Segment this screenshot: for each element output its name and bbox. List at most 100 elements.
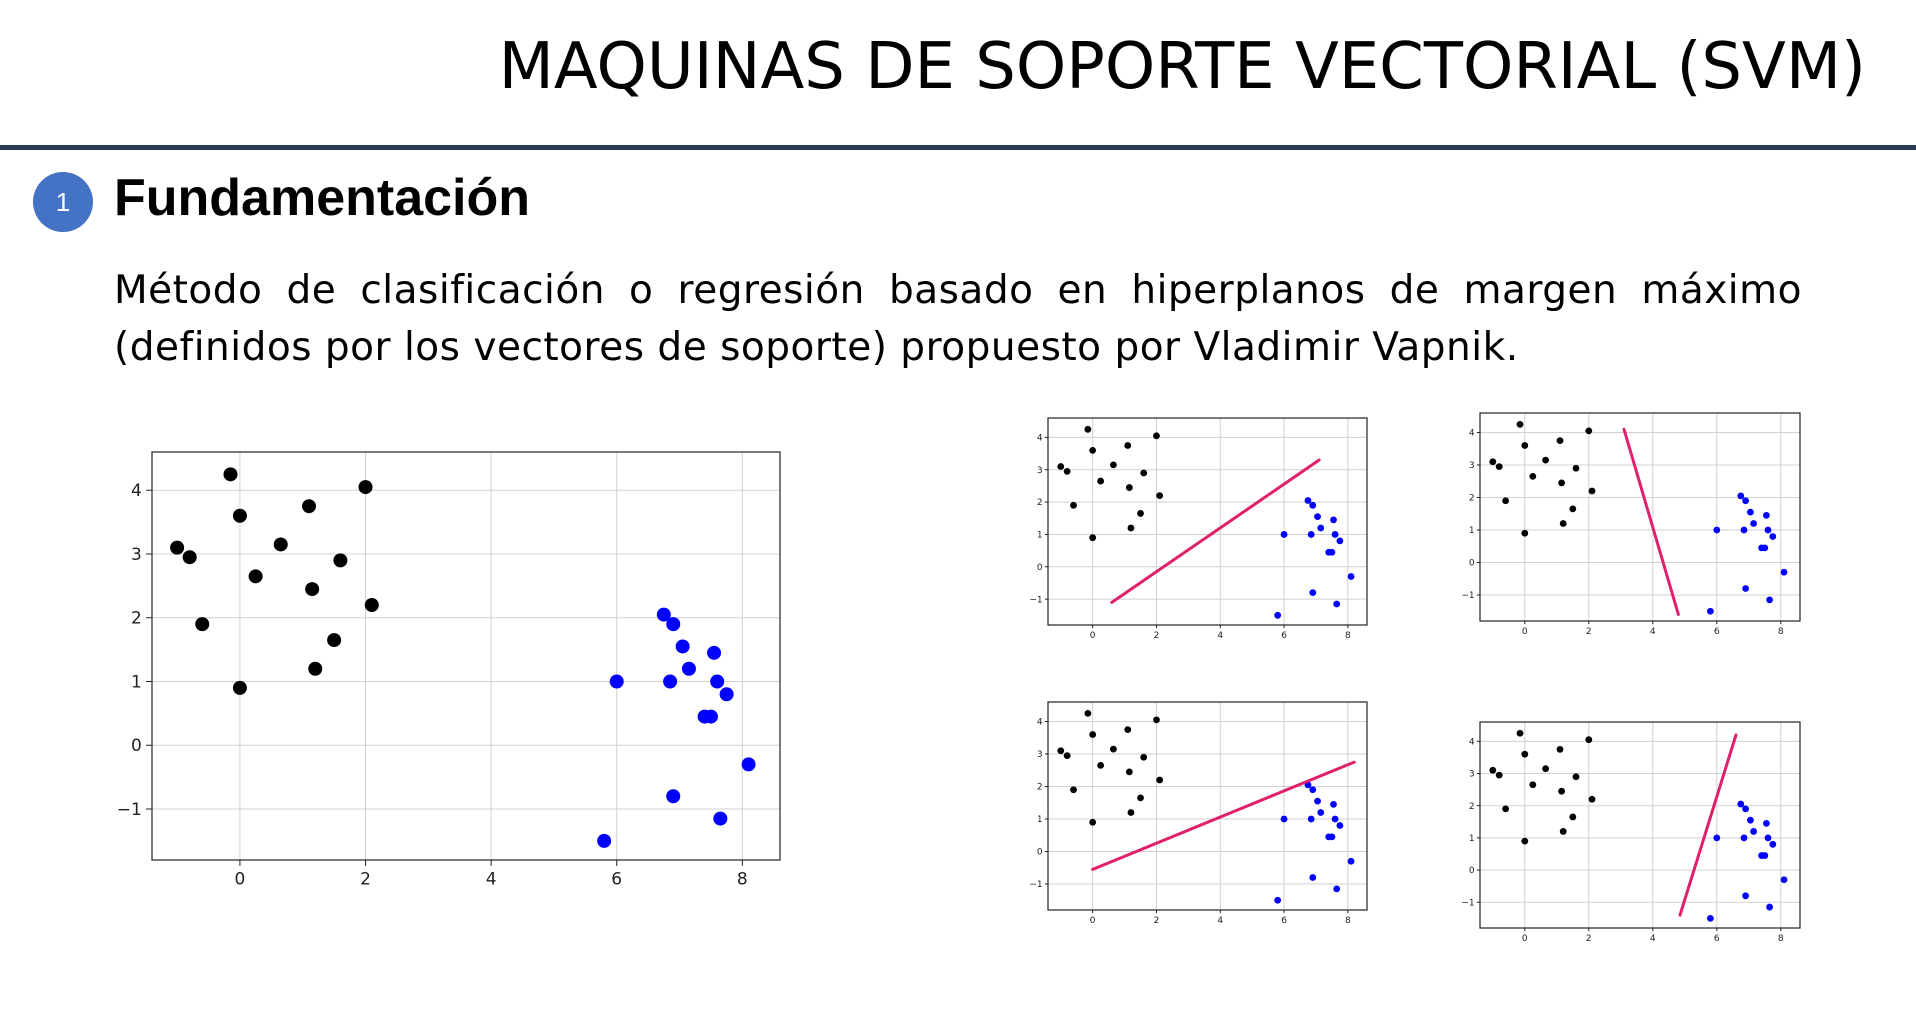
point-class-a xyxy=(248,569,263,584)
chart-small-bottom-left: 0 2 4 6 8 −1 0 1 2 3 4 xyxy=(1029,701,1368,926)
point-class-a xyxy=(1109,745,1117,753)
point-class-a xyxy=(1521,529,1529,537)
x-tick-label: 4 xyxy=(1217,631,1223,641)
x-tick-label: 6 xyxy=(1714,627,1720,637)
point-class-b xyxy=(1750,828,1757,835)
point-class-b xyxy=(666,789,681,804)
point-class-a xyxy=(1569,813,1577,821)
point-class-b xyxy=(1307,815,1315,823)
x-tick-label: 4 xyxy=(1217,916,1223,926)
point-class-a xyxy=(1084,709,1092,717)
title-divider xyxy=(0,145,1916,150)
point-class-b xyxy=(1740,526,1748,534)
point-class-b xyxy=(703,709,718,724)
y-tick-label: 1 xyxy=(1469,526,1475,536)
y-tick-label: 3 xyxy=(1469,461,1475,471)
x-tick-label: 2 xyxy=(360,870,371,890)
point-class-b xyxy=(1750,520,1757,527)
point-class-b xyxy=(1336,822,1344,829)
chart-small-top-left: 0 2 4 6 8 −1 0 1 2 3 4 xyxy=(1029,417,1368,641)
chart-small-bottom-right: 0 2 4 6 8 −1 0 1 2 3 4 xyxy=(1461,721,1801,944)
point-class-b xyxy=(1347,573,1355,580)
point-class-a xyxy=(1153,716,1160,724)
point-class-a xyxy=(1057,463,1065,470)
point-class-a xyxy=(1070,786,1077,794)
hyperplane-line xyxy=(1110,458,1321,604)
x-tick-label: 2 xyxy=(1586,627,1592,637)
y-tick-label: 4 xyxy=(1037,434,1043,444)
point-class-b xyxy=(1740,834,1748,842)
point-class-a xyxy=(302,499,316,514)
point-class-a xyxy=(1125,768,1133,776)
point-class-b xyxy=(666,617,681,632)
point-class-b xyxy=(1747,508,1754,516)
point-class-a xyxy=(1089,534,1097,542)
point-class-a xyxy=(333,553,348,568)
point-class-a xyxy=(1156,492,1164,500)
point-class-b xyxy=(1780,568,1788,576)
point-class-b xyxy=(1763,511,1770,519)
point-class-a xyxy=(1140,469,1148,477)
point-class-b xyxy=(1764,526,1772,534)
point-class-b xyxy=(1328,833,1336,841)
point-class-a xyxy=(1124,726,1132,734)
point-class-b xyxy=(1330,516,1337,524)
point-class-a xyxy=(1529,781,1537,789)
hyperplane-line xyxy=(1622,427,1680,616)
y-tick-label: 4 xyxy=(1469,429,1475,439)
point-class-a xyxy=(1089,446,1097,454)
y-tick-label: 4 xyxy=(1469,737,1475,747)
x-tick-label: 4 xyxy=(1650,934,1656,944)
x-tick-label: 2 xyxy=(1586,934,1592,944)
x-tick-label: 0 xyxy=(1090,916,1096,926)
point-class-a xyxy=(1502,497,1509,505)
hyperplane-line xyxy=(1678,733,1738,917)
point-class-a xyxy=(1572,464,1580,472)
point-class-b xyxy=(1742,805,1749,813)
point-class-b xyxy=(1317,524,1325,532)
point-class-b xyxy=(1333,600,1341,608)
y-tick-label: 2 xyxy=(1469,802,1475,812)
point-class-b xyxy=(681,661,696,676)
point-class-a xyxy=(1572,773,1580,781)
point-class-b xyxy=(1307,531,1315,538)
x-tick-label: 8 xyxy=(1345,916,1351,926)
point-class-a xyxy=(1140,753,1148,761)
point-class-a xyxy=(1516,420,1524,428)
y-tick-label: 1 xyxy=(1037,815,1043,825)
x-tick-label: 4 xyxy=(1650,627,1656,637)
point-class-a xyxy=(1588,487,1596,495)
point-class-b xyxy=(1336,537,1344,545)
point-class-b xyxy=(1274,611,1282,619)
y-tick-label: 1 xyxy=(131,672,142,692)
point-class-b xyxy=(609,674,624,689)
point-class-b xyxy=(707,645,722,660)
x-tick-label: 0 xyxy=(1090,631,1096,641)
point-class-a xyxy=(1063,467,1071,475)
point-class-a xyxy=(1070,501,1077,509)
point-class-b xyxy=(1707,607,1714,615)
point-class-b xyxy=(1761,544,1769,552)
point-class-b xyxy=(1780,876,1788,884)
point-class-a xyxy=(1089,818,1097,826)
plot-frame xyxy=(1479,721,1801,929)
point-class-a xyxy=(182,550,197,565)
point-class-a xyxy=(305,582,320,597)
point-class-a xyxy=(308,661,323,676)
point-class-b xyxy=(1713,834,1721,842)
point-class-b xyxy=(710,674,725,689)
y-tick-label: 4 xyxy=(1037,718,1043,728)
point-class-b xyxy=(1333,885,1341,893)
point-class-b xyxy=(1769,840,1777,848)
y-tick-label: −1 xyxy=(1029,595,1042,605)
point-class-a xyxy=(1124,442,1132,449)
point-class-a xyxy=(1542,456,1549,464)
y-tick-label: 0 xyxy=(1469,559,1475,569)
plot-frame xyxy=(1047,417,1368,626)
point-class-a xyxy=(195,617,210,632)
point-class-b xyxy=(1309,501,1317,509)
point-class-a xyxy=(1516,729,1524,737)
point-class-b xyxy=(1747,816,1754,824)
point-class-a xyxy=(1109,461,1117,469)
y-tick-label: 1 xyxy=(1037,531,1043,541)
